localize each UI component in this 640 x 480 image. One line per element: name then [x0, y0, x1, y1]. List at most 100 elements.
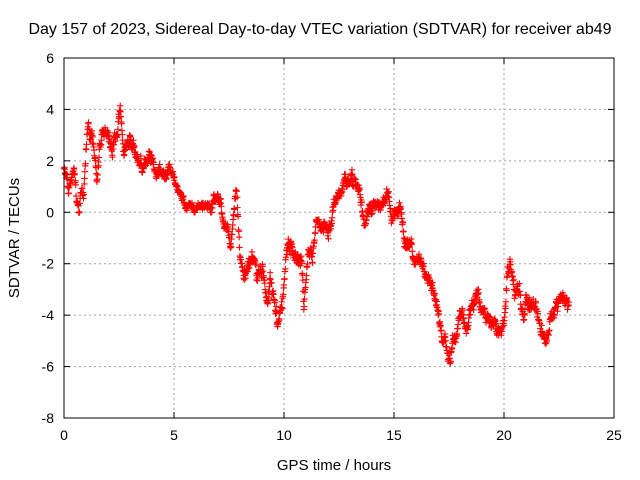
data-point [81, 180, 88, 188]
data-point [147, 151, 154, 158]
data-point [538, 322, 545, 329]
data-point [363, 213, 371, 220]
data-point [86, 126, 93, 133]
data-point [229, 221, 236, 229]
x-tick-label: 5 [170, 427, 178, 443]
data-point [227, 243, 235, 251]
data-point [525, 294, 533, 301]
data-point [282, 265, 289, 273]
data-point [442, 337, 449, 344]
data-point [367, 200, 374, 208]
x-tick-label: 15 [386, 427, 402, 443]
data-point [92, 157, 99, 164]
data-point [137, 152, 144, 160]
data-point [328, 214, 336, 222]
x-tick-label: 25 [606, 427, 622, 443]
data-point [447, 358, 454, 365]
data-point [98, 136, 105, 144]
data-point [85, 119, 92, 126]
data-point [543, 336, 551, 344]
data-point [139, 169, 146, 176]
data-point [311, 237, 318, 244]
data-point [228, 231, 236, 238]
data-point [503, 287, 510, 294]
data-series-sdtvar [60, 102, 573, 367]
data-point [399, 219, 407, 226]
data-point [234, 213, 242, 220]
data-point [121, 151, 128, 158]
data-point [72, 192, 80, 200]
data-point [431, 290, 439, 297]
data-point [501, 309, 509, 316]
data-point [109, 145, 117, 153]
data-point [462, 330, 470, 337]
y-axis-label: SDTVAR / TECUs [6, 178, 23, 298]
data-point [385, 188, 392, 196]
chart-title: Day 157 of 2023, Sidereal Day-to-day VTE… [28, 21, 611, 38]
data-point [565, 299, 573, 306]
x-tick-label: 20 [496, 427, 512, 443]
data-point [459, 306, 466, 314]
data-point [433, 298, 441, 305]
plot-frame [63, 57, 615, 419]
data-point [261, 280, 268, 287]
y-tick-label: 6 [46, 50, 54, 66]
data-point [358, 198, 365, 206]
axis-ticks: 0 5 10 15 20 25 -8 -6 -4 -2 0 2 4 6 [42, 50, 622, 443]
data-point [312, 229, 319, 236]
data-point [517, 292, 524, 299]
data-point [280, 291, 287, 298]
data-point [532, 299, 540, 307]
data-point [398, 215, 406, 222]
data-point [218, 203, 225, 210]
data-point [117, 102, 124, 110]
data-point [65, 189, 72, 197]
data-point [542, 340, 550, 347]
data-point [554, 303, 562, 310]
data-point [244, 268, 251, 275]
data-point [453, 332, 461, 339]
data-point [492, 317, 499, 324]
data-point [303, 272, 310, 279]
data-point [78, 185, 86, 192]
y-tick-label: -4 [42, 307, 55, 323]
data-point [271, 297, 279, 304]
data-point [454, 321, 462, 328]
data-point [130, 137, 137, 144]
data-point [273, 309, 280, 317]
data-point [76, 208, 83, 216]
data-point [420, 260, 427, 267]
data-point [81, 168, 89, 175]
data-point [230, 212, 237, 219]
y-tick-label: 0 [46, 204, 54, 220]
data-point [235, 228, 243, 235]
y-tick-label: 4 [46, 101, 54, 117]
data-point [81, 175, 88, 182]
data-point [429, 279, 436, 286]
data-point [109, 153, 116, 161]
data-point [386, 202, 393, 209]
data-point [510, 276, 517, 283]
data-point [499, 323, 506, 330]
data-point [308, 253, 316, 260]
data-point [520, 316, 528, 323]
data-point [110, 141, 118, 148]
data-point [266, 275, 273, 282]
data-point [546, 327, 553, 334]
data-point [171, 174, 178, 181]
data-point [268, 279, 275, 287]
data-point [328, 220, 335, 227]
data-point [174, 183, 181, 191]
data-point [71, 171, 78, 178]
data-point [252, 261, 260, 269]
data-point [320, 228, 327, 236]
data-point [272, 303, 280, 310]
grid-lines [64, 58, 614, 418]
data-point [281, 275, 288, 283]
data-point [72, 181, 79, 189]
data-point [64, 175, 71, 183]
data-point [516, 280, 523, 287]
data-point [280, 281, 288, 289]
data-point [475, 289, 482, 297]
data-point [309, 259, 316, 267]
